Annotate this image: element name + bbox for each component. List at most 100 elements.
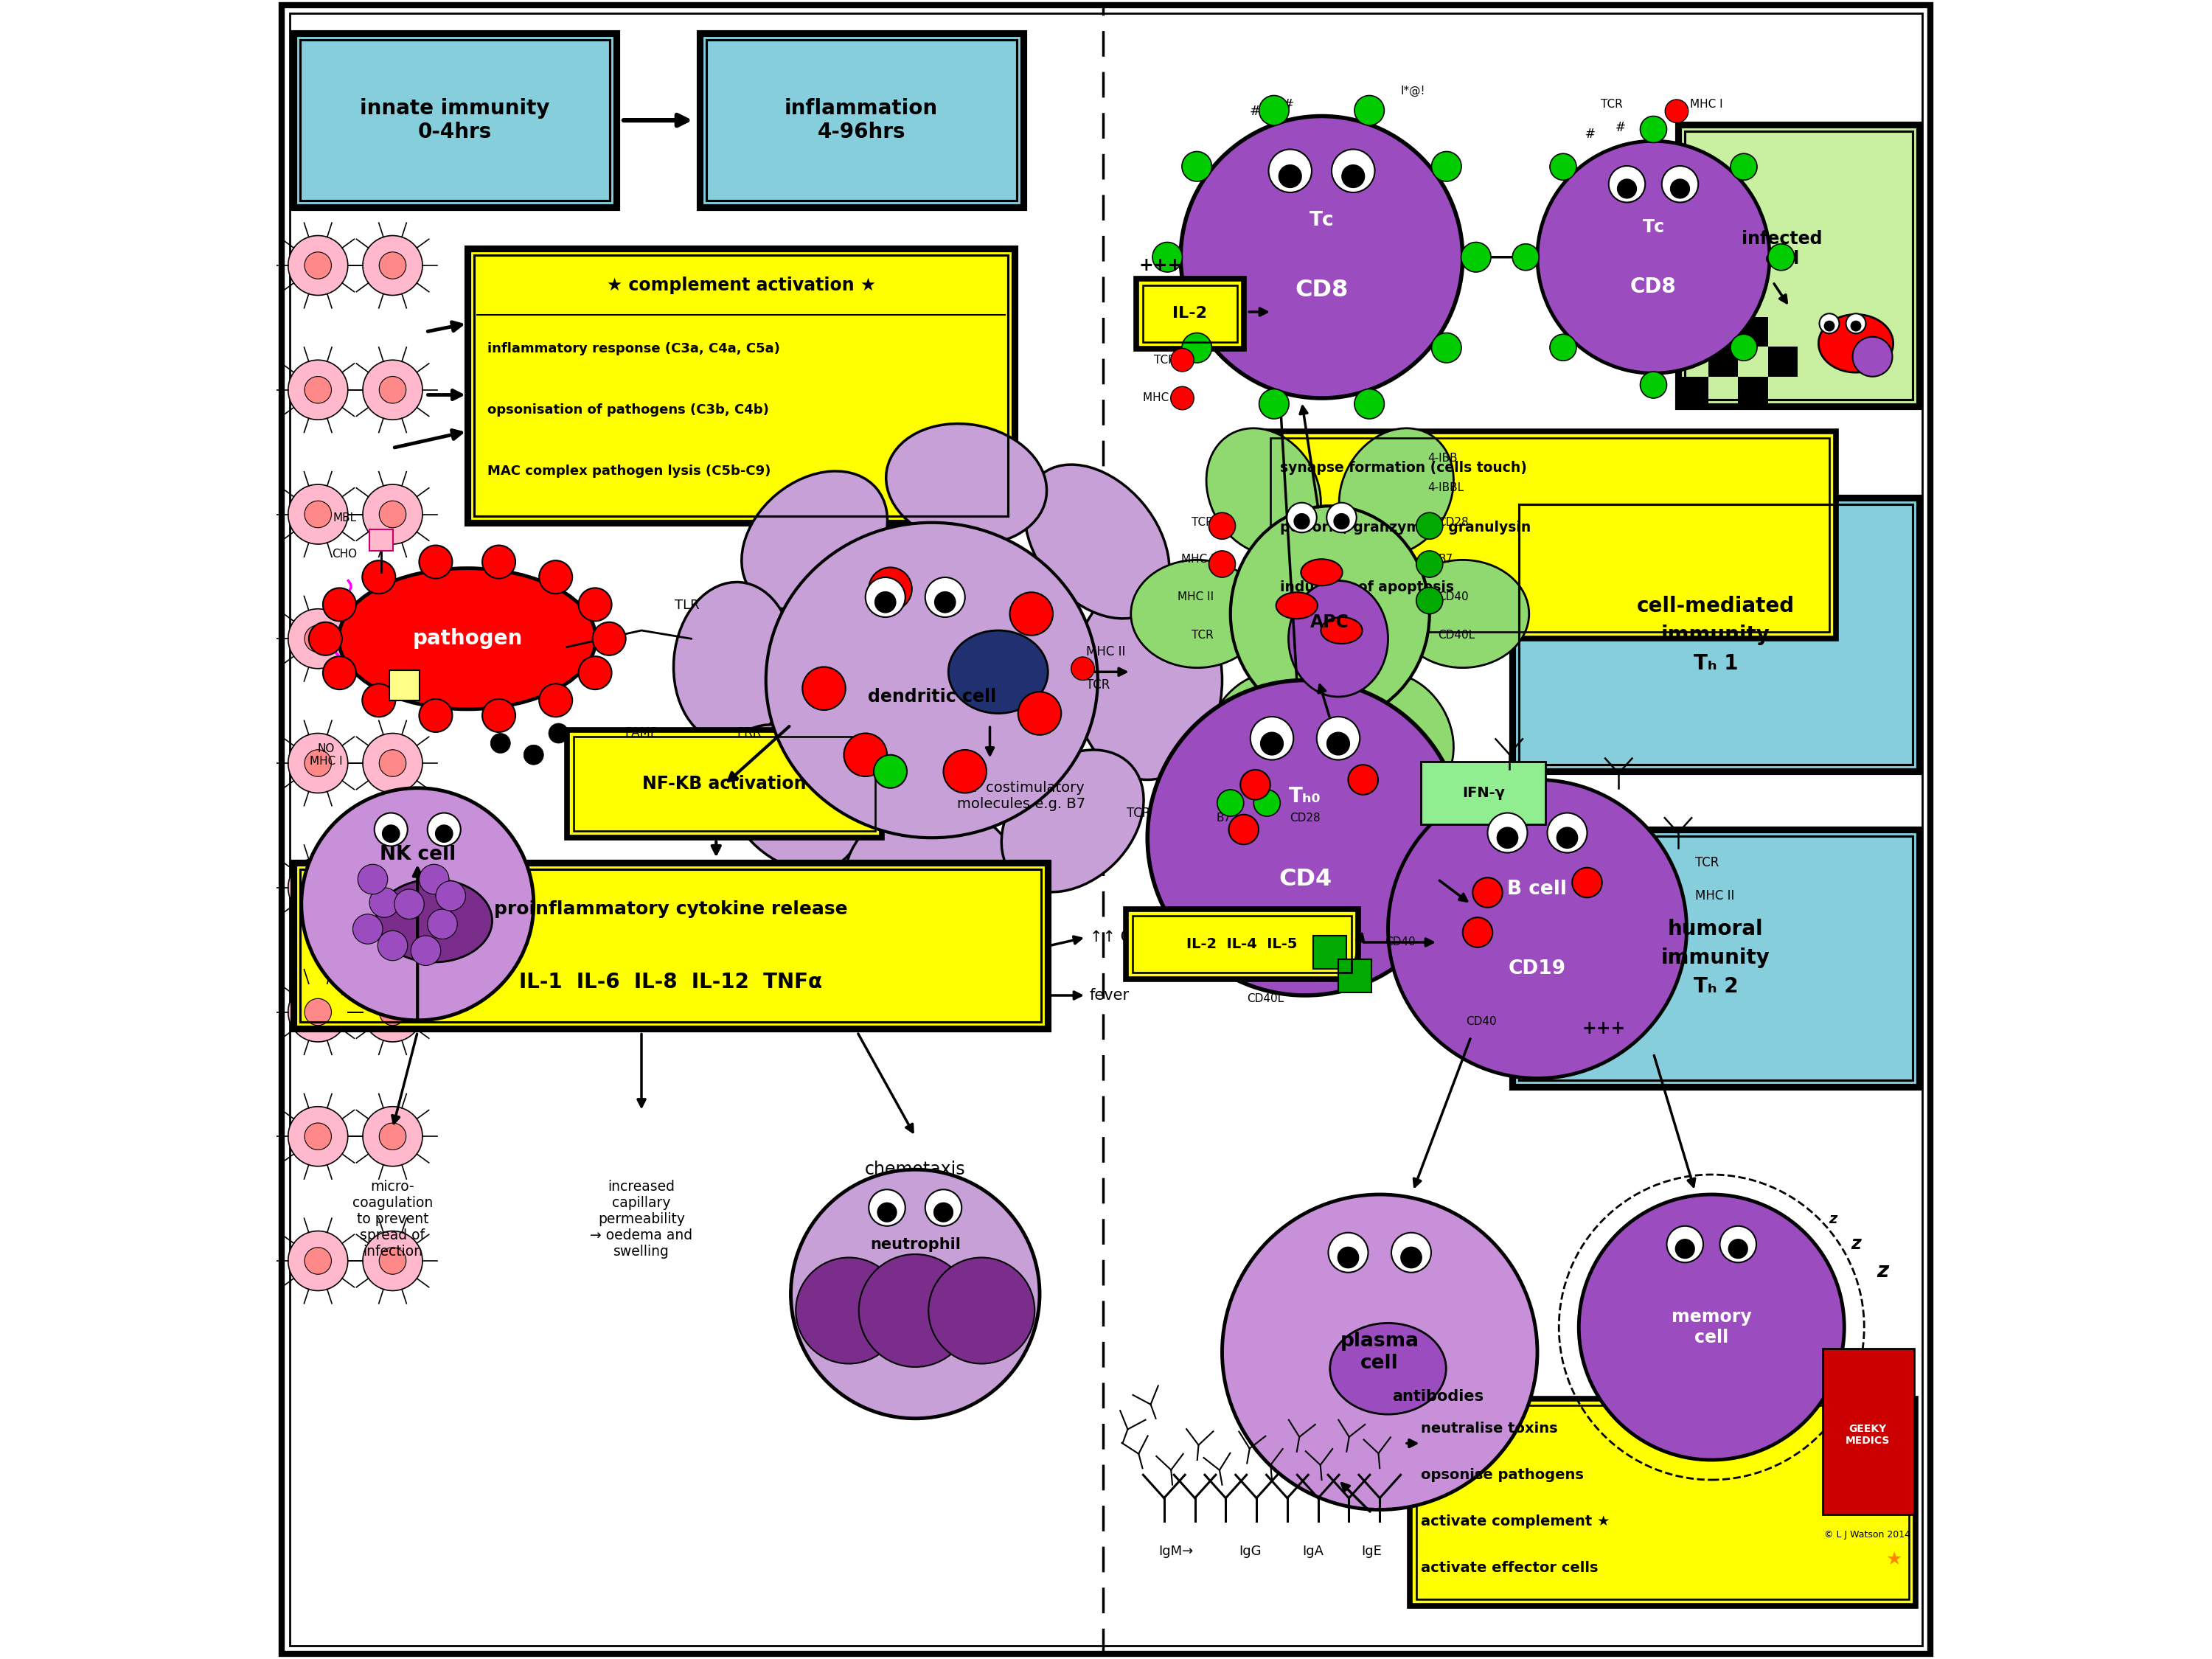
Ellipse shape [741,471,887,609]
FancyBboxPatch shape [467,249,1015,523]
Text: IgM→: IgM→ [1159,1545,1192,1558]
Text: perforin, granzymes, granulysin: perforin, granzymes, granulysin [1281,521,1531,534]
Circle shape [323,657,356,690]
Text: CHO: CHO [332,549,356,559]
FancyBboxPatch shape [699,33,1022,207]
FancyBboxPatch shape [566,730,883,838]
Circle shape [305,625,332,652]
FancyBboxPatch shape [369,529,394,551]
Circle shape [540,684,573,717]
FancyBboxPatch shape [1739,377,1767,406]
Text: #: # [1283,98,1294,111]
Circle shape [524,745,544,765]
Circle shape [1221,1194,1537,1510]
Text: NF-KB activation: NF-KB activation [641,775,807,793]
Ellipse shape [1230,506,1429,722]
Circle shape [427,813,460,846]
Circle shape [1071,657,1095,680]
Text: Tₕ₀: Tₕ₀ [1290,786,1321,806]
Circle shape [1730,333,1756,360]
FancyBboxPatch shape [1137,279,1243,348]
Circle shape [1287,503,1316,533]
Text: MHC I: MHC I [1690,100,1723,109]
Text: +++: +++ [1582,1020,1626,1037]
Circle shape [1818,314,1840,333]
Text: ★: ★ [1887,1551,1902,1568]
Circle shape [354,914,383,944]
Text: z: z [1876,1261,1889,1281]
Circle shape [305,999,332,1025]
FancyBboxPatch shape [1739,317,1767,347]
Circle shape [305,1248,332,1274]
Circle shape [436,881,465,911]
Text: plasma
cell: plasma cell [1340,1332,1420,1372]
Text: proinflammatory cytokine release: proinflammatory cytokine release [493,901,847,917]
FancyBboxPatch shape [281,5,1931,1654]
Circle shape [580,657,613,690]
Circle shape [874,591,896,614]
Text: cell-mediated
immunity
Tₕ 1: cell-mediated immunity Tₕ 1 [1637,596,1794,674]
Circle shape [482,546,515,579]
Circle shape [1730,154,1756,181]
Text: PRR: PRR [737,727,761,740]
Text: B7: B7 [1217,813,1232,823]
Circle shape [1152,242,1181,272]
Circle shape [288,1107,347,1166]
Text: TCR: TCR [1192,518,1214,528]
Ellipse shape [675,582,794,743]
Circle shape [363,684,396,717]
Circle shape [378,377,407,403]
FancyBboxPatch shape [1409,1399,1916,1606]
Circle shape [1327,503,1356,533]
Circle shape [288,609,347,669]
Ellipse shape [765,523,1097,838]
Circle shape [1416,551,1442,577]
Text: IgE: IgE [1360,1545,1382,1558]
Circle shape [363,1231,422,1291]
Circle shape [858,1254,971,1367]
Text: MHC II: MHC II [1694,889,1734,902]
Circle shape [378,252,407,279]
Text: IL-2  IL-4  IL-5: IL-2 IL-4 IL-5 [1186,937,1298,951]
Circle shape [1767,244,1794,270]
Circle shape [1332,149,1374,192]
Circle shape [301,788,533,1020]
Text: IgA: IgA [1303,1545,1325,1558]
Circle shape [1670,179,1690,199]
Circle shape [1851,320,1860,332]
Circle shape [1666,100,1688,123]
Circle shape [1431,333,1462,363]
Circle shape [1181,333,1212,363]
Circle shape [1259,388,1290,418]
Text: MHC II: MHC II [1086,645,1126,659]
Circle shape [1338,1246,1358,1269]
Text: CD40: CD40 [1438,592,1469,602]
Circle shape [310,622,343,655]
Circle shape [378,874,407,901]
Circle shape [1241,770,1270,800]
Text: fever: fever [1088,989,1130,1002]
Circle shape [323,587,356,620]
Circle shape [383,825,400,843]
Circle shape [1170,387,1194,410]
Circle shape [874,755,907,788]
Circle shape [1181,116,1462,398]
Ellipse shape [1024,465,1170,619]
Circle shape [288,360,347,420]
Circle shape [378,750,407,776]
Circle shape [1728,1239,1747,1259]
Circle shape [1208,551,1234,577]
Circle shape [1230,815,1259,844]
Circle shape [1170,348,1194,372]
Circle shape [1009,592,1053,635]
Text: ★ complement activation ★: ★ complement activation ★ [606,277,876,294]
Text: GEEKY
MEDICS: GEEKY MEDICS [1845,1423,1889,1447]
Ellipse shape [338,567,595,710]
Circle shape [1721,1226,1756,1262]
FancyBboxPatch shape [1679,317,1708,347]
Ellipse shape [1276,592,1318,619]
Circle shape [418,546,451,579]
Text: TCR: TCR [1192,630,1214,640]
FancyBboxPatch shape [292,33,617,207]
Circle shape [363,561,396,594]
